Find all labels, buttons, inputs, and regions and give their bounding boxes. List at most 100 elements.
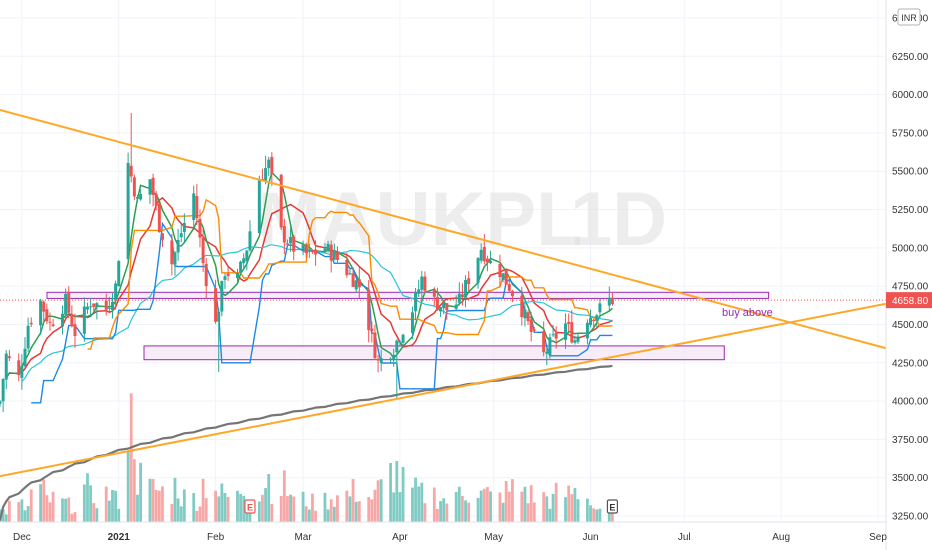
volume-bar xyxy=(586,498,589,522)
candle-body xyxy=(204,263,208,287)
candle-body xyxy=(279,174,283,228)
volume-bar xyxy=(486,487,489,522)
volume-bar xyxy=(511,479,514,522)
earnings-marker[interactable]: E xyxy=(606,499,619,514)
zones xyxy=(46,291,770,361)
volume-bar xyxy=(267,473,271,522)
volume-bar xyxy=(457,486,461,522)
candle-body xyxy=(554,332,558,339)
candle-body xyxy=(398,341,402,343)
candle-body xyxy=(64,293,68,315)
volume-bar xyxy=(498,492,502,522)
candle-body xyxy=(126,162,130,260)
candle-body xyxy=(304,244,308,254)
trendline-support[interactable] xyxy=(0,288,932,478)
y-tick-label: 3250.00 xyxy=(892,512,929,523)
candle-body xyxy=(82,306,86,334)
earnings-marker[interactable]: E xyxy=(244,499,256,514)
support-zone[interactable] xyxy=(143,345,725,361)
candle-body xyxy=(423,276,427,291)
volume-bar xyxy=(439,501,442,522)
candle-body xyxy=(310,250,314,253)
resistance-zone[interactable] xyxy=(46,291,770,299)
volume-bar xyxy=(195,510,199,522)
candle-body xyxy=(326,243,330,250)
candle-body xyxy=(532,329,536,331)
volume-bar xyxy=(82,484,86,522)
trendline-resistance[interactable] xyxy=(0,108,932,370)
volume-bar xyxy=(279,495,283,522)
candle-body xyxy=(345,259,349,276)
volume-bar xyxy=(595,509,599,522)
x-tick-label: Dec xyxy=(13,532,31,543)
volume-bar xyxy=(401,466,405,522)
candle-body xyxy=(395,340,399,353)
currency-box[interactable]: INR xyxy=(897,8,921,26)
volume-bar xyxy=(414,477,417,522)
y-tick-label: 5000.00 xyxy=(892,243,929,254)
volume-bar xyxy=(520,491,524,522)
candle-body xyxy=(95,303,99,308)
candle-body xyxy=(23,348,27,367)
candle-body xyxy=(226,273,230,277)
y-tick-label: 5750.00 xyxy=(892,128,929,139)
candle-body xyxy=(526,312,530,322)
volume-bar xyxy=(332,506,336,522)
volume-bar xyxy=(445,503,449,522)
candle-body xyxy=(373,332,377,359)
candle-body xyxy=(457,293,461,303)
volume-bar xyxy=(29,489,33,522)
last-price-badge-bg xyxy=(886,292,932,309)
volume-bar xyxy=(529,485,533,522)
candle-body xyxy=(267,159,271,169)
volume-bar xyxy=(526,503,530,522)
trendlines[interactable] xyxy=(0,108,932,478)
candle-body xyxy=(523,309,527,319)
volume-bar xyxy=(170,503,174,522)
candle-body xyxy=(60,313,64,327)
candle-body xyxy=(460,294,464,298)
volume-bar xyxy=(304,506,308,522)
volume-bar xyxy=(226,496,230,522)
volume-bar xyxy=(70,513,74,522)
candle-body xyxy=(135,196,139,199)
volume-bar xyxy=(126,451,130,522)
candle-body xyxy=(351,273,355,287)
y-tick-label: 4250.00 xyxy=(892,358,929,369)
candle-body xyxy=(29,322,33,325)
volume-bar xyxy=(607,506,611,522)
candle-body xyxy=(392,354,396,361)
candle-body xyxy=(270,156,274,175)
volume-bar xyxy=(26,506,30,522)
candle-body xyxy=(414,292,418,312)
volume-bar xyxy=(104,486,108,522)
volume-bar xyxy=(282,470,286,522)
volume-bar xyxy=(154,489,158,522)
volume-bar xyxy=(454,492,458,522)
candle-body xyxy=(157,203,161,232)
candle-body xyxy=(504,270,508,285)
volume-bar xyxy=(42,479,46,522)
candle-body xyxy=(148,179,152,195)
candle-body xyxy=(26,325,30,349)
candle-body xyxy=(507,284,511,291)
candle-body xyxy=(595,315,599,321)
x-tick-label: Feb xyxy=(207,532,225,543)
candle-body xyxy=(198,218,202,238)
candle-body xyxy=(570,322,574,343)
price-axis[interactable]: 6500.006250.006000.005750.005500.005250.… xyxy=(892,14,929,523)
time-axis[interactable]: Dec 2021 Feb Mar Apr May Jun Jul Aug Sep xyxy=(13,532,887,543)
watermark-symbol: MAUKPL xyxy=(257,177,582,262)
candle-body xyxy=(357,279,361,288)
candle-body xyxy=(489,260,493,264)
y-tick-label: 4500.00 xyxy=(892,320,929,331)
currency-box-frame[interactable] xyxy=(897,8,921,26)
volume-bar xyxy=(17,501,21,522)
volume-bar xyxy=(161,486,164,522)
volume-bar xyxy=(545,496,549,522)
volume-bar xyxy=(307,509,311,522)
candle-body xyxy=(445,303,449,311)
volume-bar xyxy=(20,499,24,522)
